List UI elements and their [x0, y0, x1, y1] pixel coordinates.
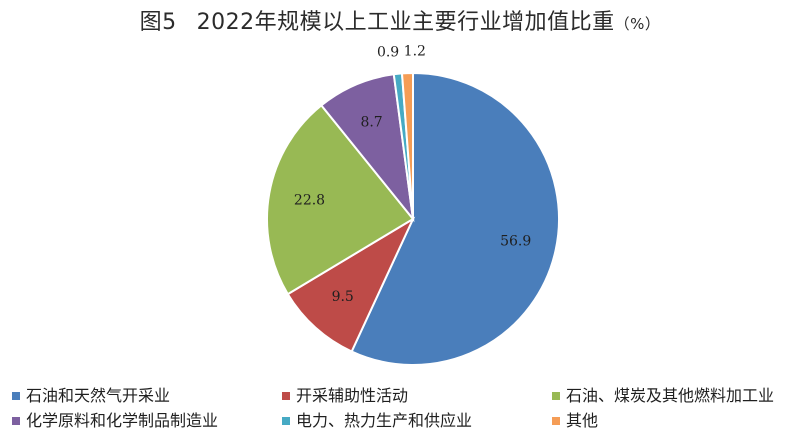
figure-number: 图5 — [139, 10, 177, 35]
legend-row: 石油和天然气开采业 开采辅助性活动 石油、煤炭及其他燃料加工业 — [12, 383, 792, 408]
legend-swatch — [12, 391, 20, 400]
legend-swatch — [12, 416, 20, 425]
data-label-other: 1.2 — [404, 44, 426, 60]
pie-slice-other — [400, 71, 414, 220]
legend-item-chemical-manufacturing: 化学原料和化学制品制造业 — [12, 409, 282, 433]
pie-slice-mining-support — [286, 216, 416, 353]
pie-data-labels: 56.9 9.5 22.8 8.7 0.9 1.2 — [294, 44, 531, 306]
legend-label: 石油、煤炭及其他燃料加工业 — [566, 385, 775, 405]
legend-swatch — [552, 416, 560, 425]
legend-item-power-heat-supply: 电力、热力生产和供应业 — [282, 409, 552, 433]
legend-swatch — [282, 391, 290, 400]
data-label-fuel-processing: 22.8 — [294, 193, 325, 209]
legend-label: 电力、热力生产和供应业 — [296, 410, 473, 430]
data-label-oil-gas-extraction: 56.9 — [500, 234, 531, 250]
legend-swatch — [552, 391, 560, 400]
legend-row: 化学原料和化学制品制造业 电力、热力生产和供应业 其他 — [12, 408, 792, 433]
chart-title: 图5 2022年规模以上工业主要行业增加值比重（%） — [0, 8, 800, 39]
data-label-chemical-manufacturing: 8.7 — [360, 114, 382, 130]
title-unit: （%） — [614, 15, 661, 33]
legend-item-fuel-processing: 石油、煤炭及其他燃料加工业 — [552, 384, 792, 408]
data-label-power-heat-supply: 0.9 — [377, 44, 399, 60]
chart-legend: 石油和天然气开采业 开采辅助性活动 石油、煤炭及其他燃料加工业 化学原料和化学制… — [12, 383, 792, 433]
data-label-mining-support: 9.5 — [332, 289, 354, 305]
legend-label: 化学原料和化学制品制造业 — [26, 410, 219, 430]
legend-item-oil-gas-extraction: 石油和天然气开采业 — [12, 384, 282, 408]
legend-label: 石油和天然气开采业 — [26, 385, 171, 405]
legend-label: 其他 — [566, 410, 599, 430]
title-text: 2022年规模以上工业主要行业增加值比重 — [196, 10, 615, 35]
pie-slice-fuel-processing — [266, 103, 415, 296]
legend-swatch — [282, 416, 290, 425]
legend-item-mining-support: 开采辅助性活动 — [282, 384, 552, 408]
pie-slices — [266, 71, 561, 366]
legend-label: 开采辅助性活动 — [296, 385, 409, 405]
pie-slice-oil-gas-extraction — [350, 71, 561, 366]
legend-item-other: 其他 — [552, 409, 792, 433]
